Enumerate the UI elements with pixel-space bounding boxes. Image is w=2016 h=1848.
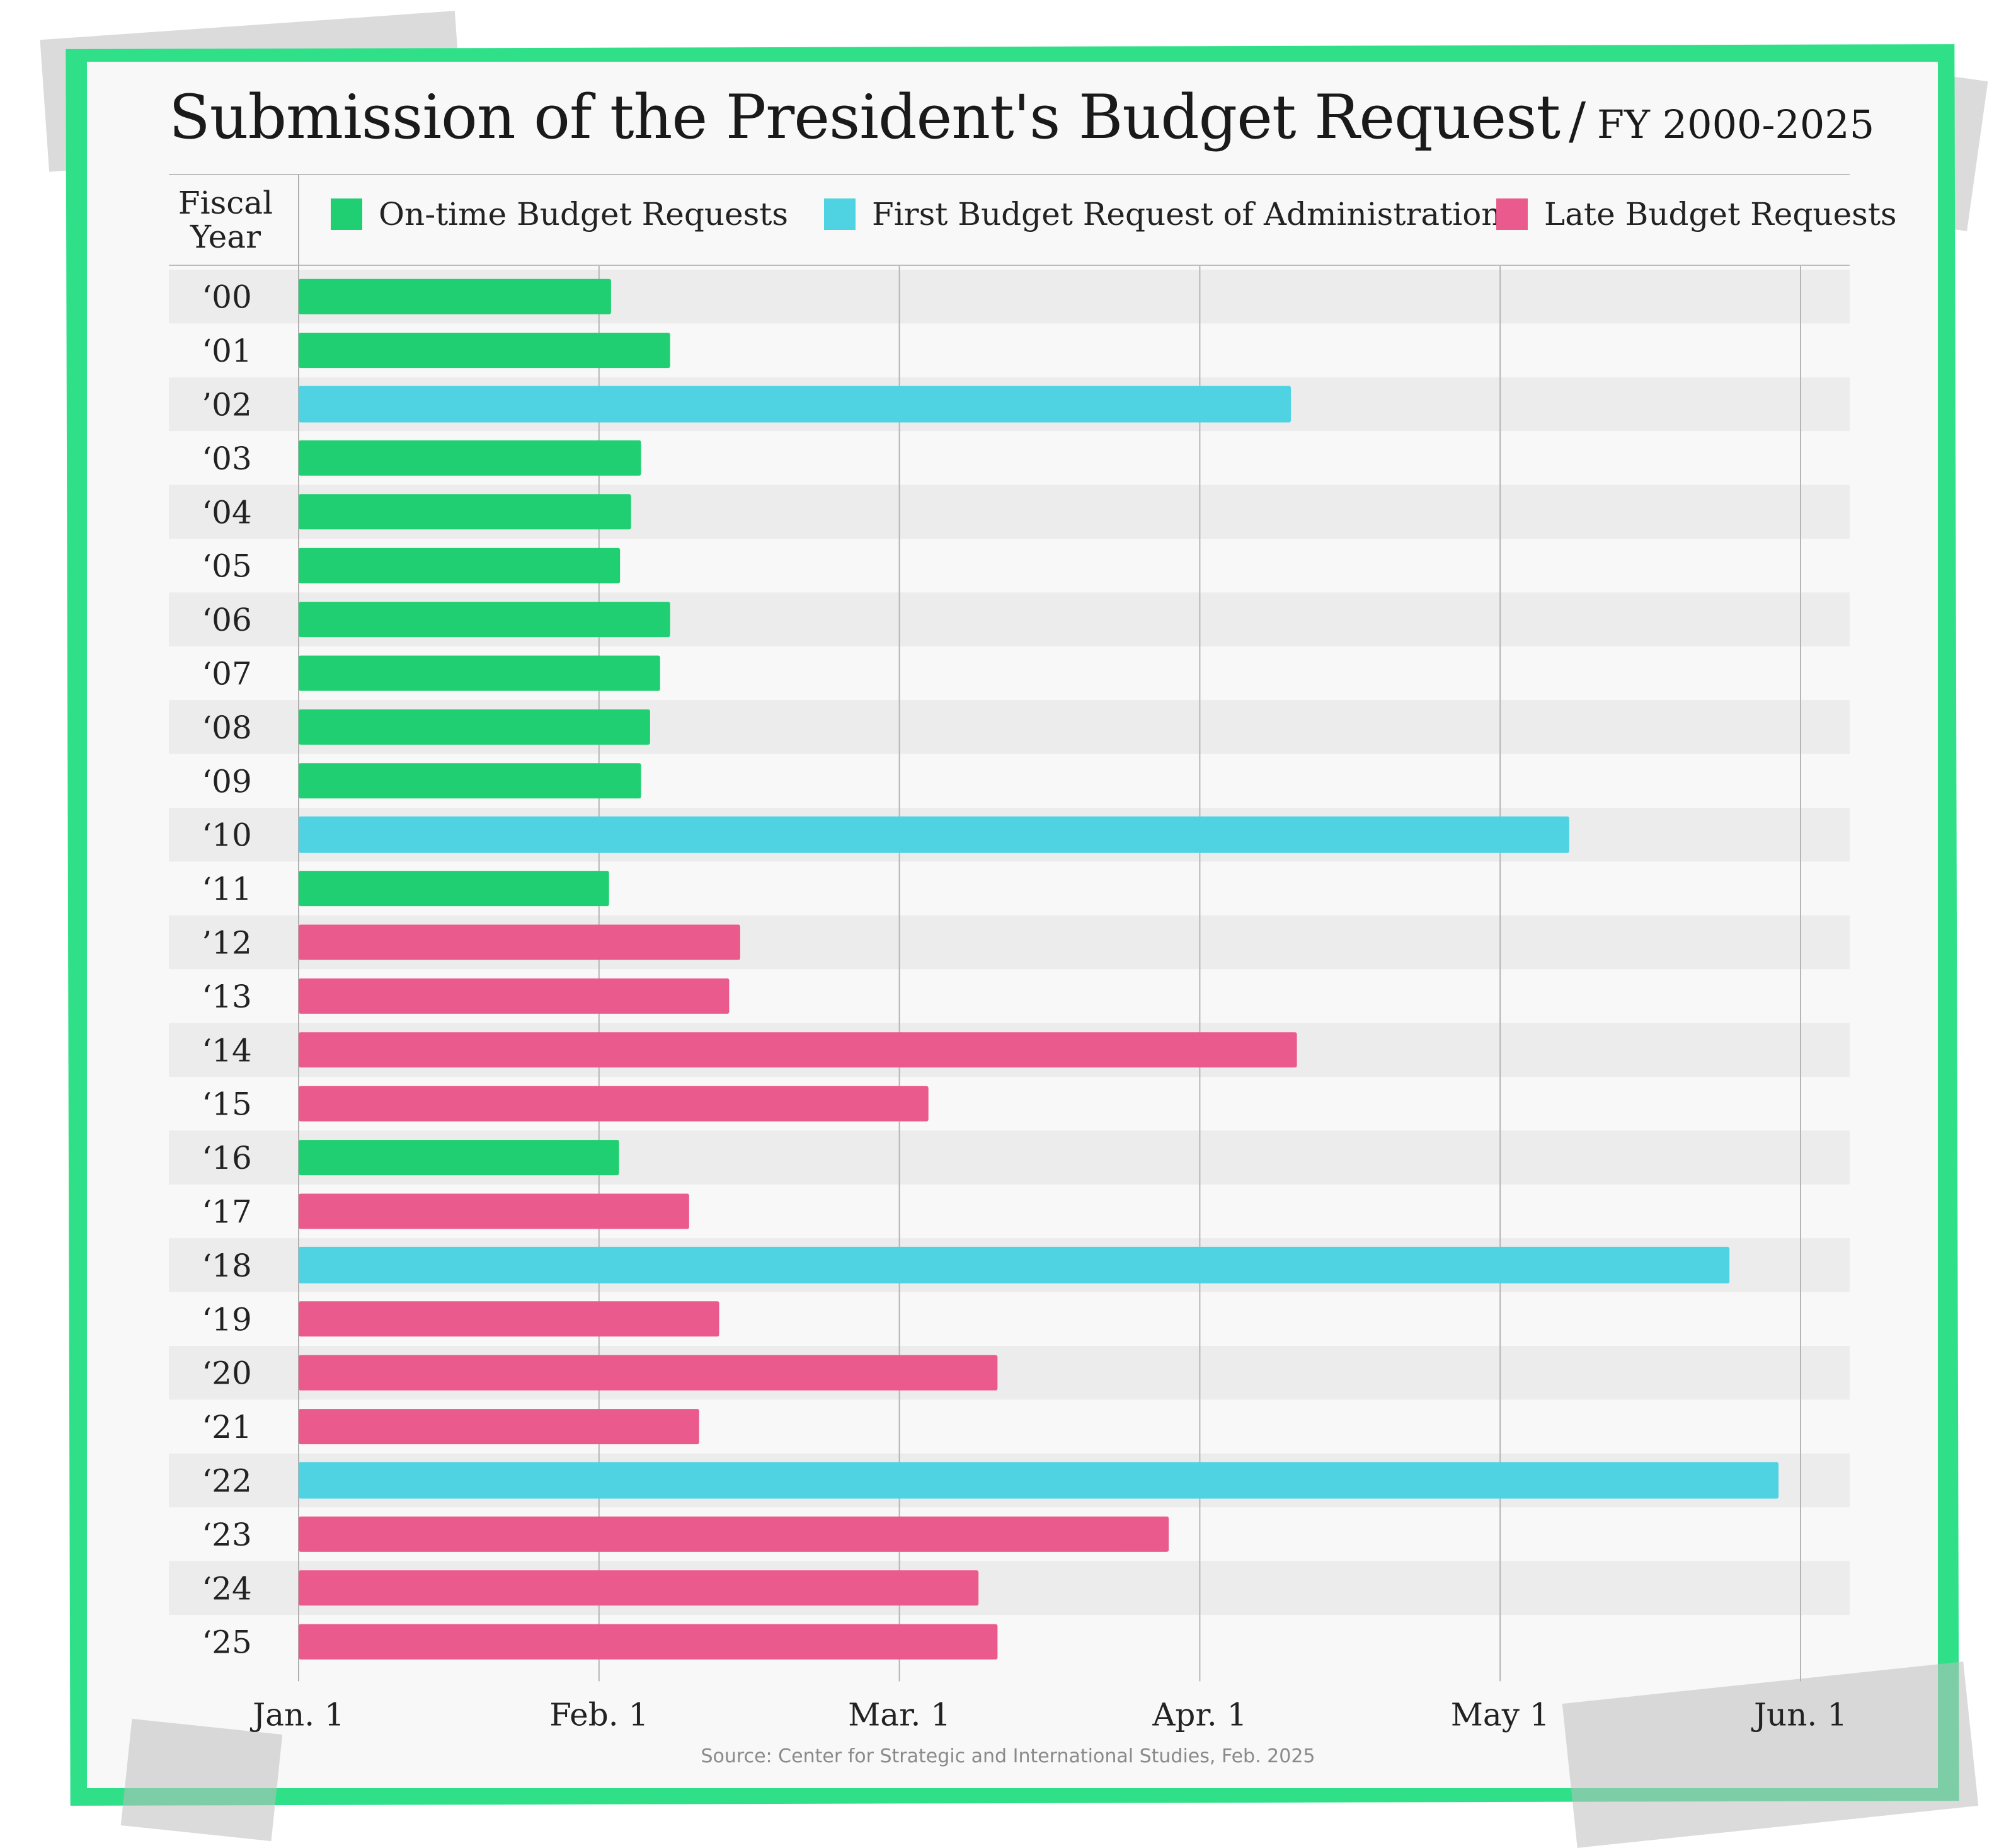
bar (299, 494, 631, 530)
bar (299, 440, 641, 476)
bar (299, 1140, 619, 1176)
year-label: ‘11 (202, 871, 252, 907)
legend-swatch (1496, 198, 1528, 230)
bar (299, 1355, 998, 1391)
header-rule (169, 174, 1850, 175)
year-label: ‘05 (202, 548, 252, 585)
legend-swatch (331, 198, 362, 230)
year-label: ‘10 (202, 817, 252, 854)
bar (299, 1462, 1779, 1499)
title-subtitle: FY 2000-2025 (1597, 101, 1875, 147)
bar (299, 1516, 1169, 1552)
year-label: ‘03 (202, 440, 252, 477)
legend-rule (169, 265, 1850, 266)
year-label: ’12 (202, 925, 252, 961)
bar (299, 278, 611, 314)
legend-label: On-time Budget Requests (379, 196, 789, 232)
year-label: ‘20 (202, 1355, 252, 1392)
title-main: Submission of the President's Budget Req… (169, 82, 1561, 152)
year-label: ‘13 (202, 979, 252, 1015)
year-label: ‘00 (202, 279, 252, 316)
year-label: ‘25 (202, 1624, 252, 1661)
year-label: ‘01 (202, 333, 252, 369)
bar (299, 1301, 719, 1337)
bar (299, 1086, 929, 1122)
year-label: ‘14 (202, 1032, 252, 1069)
bar (299, 816, 1569, 853)
bar (299, 655, 660, 691)
bar (299, 1193, 689, 1229)
bar (299, 1570, 979, 1606)
year-label: ‘23 (202, 1517, 252, 1553)
year-label: ‘08 (202, 709, 252, 746)
year-label: ‘24 (202, 1570, 252, 1607)
x-tick-label: Jun. 1 (1751, 1696, 1847, 1733)
title-separator: / (1569, 91, 1586, 150)
bar (299, 924, 740, 960)
bar (299, 1032, 1297, 1068)
bar (299, 1624, 998, 1660)
x-tick-label: Jan. 1 (249, 1696, 345, 1733)
year-label: ‘18 (202, 1248, 252, 1284)
bar (299, 548, 621, 583)
legend-item-late: Late Budget Requests (1496, 189, 1897, 239)
x-tick-label: Feb. 1 (549, 1696, 648, 1733)
year-label: ‘16 (202, 1140, 252, 1176)
bar (299, 386, 1292, 423)
year-label: ‘19 (202, 1301, 252, 1338)
year-label: ‘17 (202, 1194, 252, 1231)
bar (299, 978, 730, 1014)
chart-title: Submission of the President's Budget Req… (169, 82, 1874, 152)
source-note: Source: Center for Strategic and Interna… (701, 1745, 1315, 1767)
x-tick-label: May 1 (1451, 1696, 1550, 1733)
bar (299, 1246, 1730, 1283)
bar (299, 333, 670, 369)
legend-label: First Budget Request of Administration (872, 196, 1502, 232)
year-label: ‘22 (202, 1463, 252, 1500)
bar (299, 1409, 699, 1445)
bar (299, 602, 670, 638)
year-label: ‘15 (202, 1086, 252, 1123)
fiscal-year-header: Fiscal Year (178, 185, 273, 255)
bar (299, 709, 650, 745)
year-label: ‘04 (202, 494, 252, 531)
year-label: ‘06 (202, 602, 252, 638)
legend-swatch (824, 198, 856, 230)
x-tick-label: Apr. 1 (1152, 1696, 1247, 1733)
year-label: ‘09 (202, 763, 252, 800)
year-label: ‘07 (202, 656, 252, 692)
legend-label: Late Budget Requests (1544, 196, 1897, 232)
x-tick-label: Mar. 1 (848, 1696, 951, 1733)
bar (299, 871, 609, 907)
year-label: ’02 (202, 387, 252, 423)
legend-item-first: First Budget Request of Administration (824, 189, 1502, 239)
year-label: ‘21 (202, 1409, 252, 1445)
legend-item-on-time: On-time Budget Requests (331, 189, 788, 239)
bar (299, 763, 641, 799)
